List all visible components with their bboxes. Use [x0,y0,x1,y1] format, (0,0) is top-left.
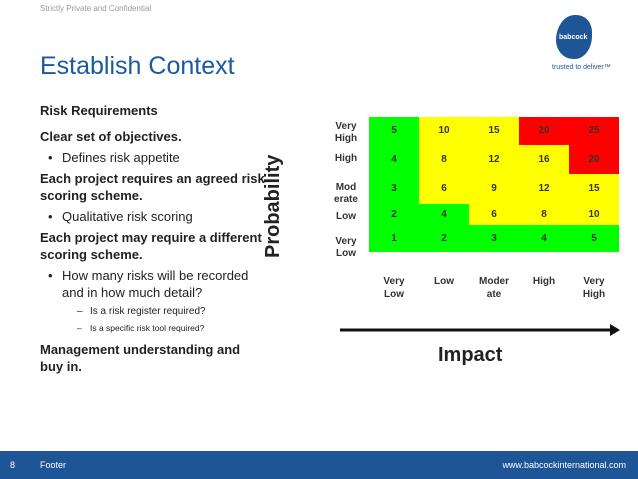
risk-cell: 20 [519,117,569,145]
slide-title: Establish Context [40,52,235,80]
row-label-line: High [334,133,358,144]
column-label-line: Moder [479,276,509,287]
heading-risk-requirements: Risk Requirements [40,103,158,118]
page-number: 8 [10,460,16,470]
risk-cell: 12 [469,145,519,174]
footer-bar: 8 Footer www.babcockinternational.com [0,451,638,479]
risk-cell: 2 [369,204,419,225]
footer-label: Footer [40,460,67,470]
probability-row-label: Low [323,211,369,223]
risk-cell: 3 [369,174,419,204]
column-label-line: ate [486,289,502,300]
bullet-qualitative-scoring: Qualitative risk scoring [48,208,275,225]
confidentiality-note: Strictly Private and Confidential [40,4,152,13]
risk-cell: 9 [469,174,519,204]
probability-axis-label: Probability [262,154,284,258]
risk-cell: 25 [569,117,619,145]
risk-cell: 20 [569,145,619,174]
probability-row-label: High [323,153,369,165]
probability-row-label: Very High [323,121,369,145]
column-label-line: Low [434,276,454,287]
risk-cell: 3 [469,225,519,252]
row-label-line: Low [336,211,356,222]
risk-cell: 1 [369,225,419,252]
probability-row-label: Mod erate [323,182,369,206]
heading-management: Management understanding and buy in. [40,342,241,374]
impact-arrow [340,324,620,336]
heading-different-scheme: Each project may require a different sco… [40,230,262,262]
subbullet-risk-register: Is a risk register required? [77,306,220,318]
risk-cell: 10 [569,204,619,225]
babcock-logo: babcock trusted to deliver™ [552,15,622,77]
subbullet-risk-tool: Is a specific risk tool required? [77,323,220,333]
row-label-line: High [334,153,358,164]
row-label-line: Very [335,236,357,247]
impact-column-label: Very High [569,275,619,301]
column-label-line: Low [384,289,404,300]
risk-cell: 8 [519,204,569,225]
impact-column-label: Low [419,275,469,288]
probability-row-label: Very Low [323,236,369,260]
logo-mark [556,15,592,59]
risk-cell: 16 [519,145,569,174]
risk-cell: 5 [369,117,419,145]
heading-scoring-scheme: Each project requires an agreed risk sco… [40,171,265,203]
requirements-list: Risk Requirements Clear set of objective… [40,102,275,375]
risk-cell: 4 [519,225,569,252]
risk-cell: 2 [419,225,469,252]
impact-column-label: Very Low [369,275,419,301]
risk-cell: 6 [469,204,519,225]
logo-tagline: trusted to deliver™ [552,64,611,71]
heading-objectives: Clear set of objectives. [40,129,182,144]
row-label-line: Low [336,248,356,259]
impact-axis-label: Impact [438,344,503,366]
risk-cell: 15 [569,174,619,204]
impact-column-label: Moder ate [469,275,519,301]
impact-column-label: High [519,275,569,288]
bullet-risk-appetite: Defines risk appetite [48,149,275,166]
risk-cell: 10 [419,117,469,145]
risk-cell: 12 [519,174,569,204]
risk-cell: 5 [569,225,619,252]
logo-name: babcock [559,34,588,41]
row-label-line: Mod [335,182,357,193]
risk-cell: 6 [419,174,469,204]
row-label-line: Very [335,121,357,132]
risk-cell: 8 [419,145,469,174]
footer-url[interactable]: www.babcockinternational.com [502,460,626,470]
risk-cell: 4 [369,145,419,174]
risk-cell: 15 [469,117,519,145]
column-label-line: High [532,276,556,287]
column-label-line: High [582,289,606,300]
risk-cell: 4 [419,204,469,225]
column-label-line: Very [383,276,405,287]
row-label-line: erate [334,194,358,205]
bullet-how-many-risks: How many risks will be recorded and in h… [48,267,252,301]
column-label-line: Very [583,276,605,287]
